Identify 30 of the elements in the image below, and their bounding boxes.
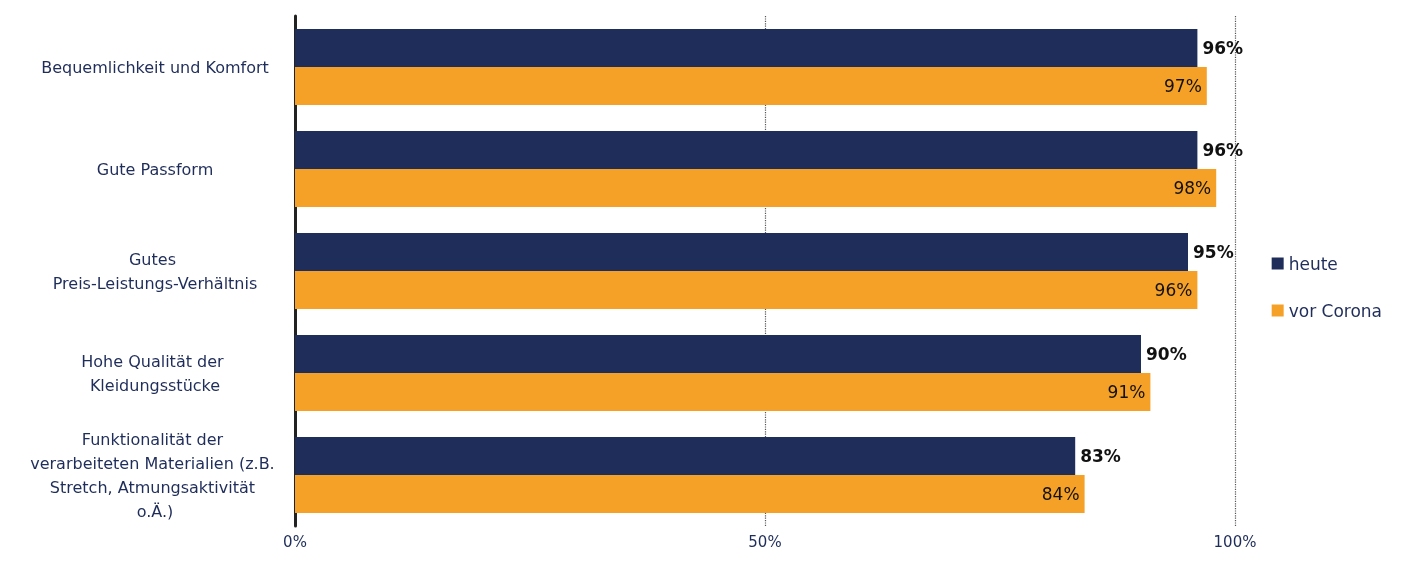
data-label: 98%: [1173, 178, 1212, 198]
y-tick-label: Funktionalität der verarbeiteten Materialien (z.B. Stretch, Atmungsaktivität o.Ä.): [30, 429, 280, 521]
data-label: 83%: [1080, 446, 1121, 466]
bar: [295, 29, 1198, 67]
x-tick-label: 100%: [1213, 532, 1257, 551]
data-label: 96%: [1154, 280, 1193, 300]
y-tick-label: Gutes Preis-Leistungs-Verhältnis: [52, 249, 258, 293]
bar: [295, 335, 1141, 373]
bar: [295, 67, 1207, 105]
legend-label: vor Corona: [1288, 300, 1383, 321]
data-label: 90%: [1146, 344, 1187, 364]
data-label: 97%: [1164, 76, 1202, 96]
bar: [295, 169, 1217, 207]
data-label: 95%: [1193, 242, 1234, 262]
bar: [295, 233, 1188, 271]
bar: [295, 271, 1198, 309]
data-label: 96%: [1202, 38, 1244, 58]
data-label: 84%: [1041, 484, 1080, 504]
y-tick-label: Bequemlichkeit und Komfort: [41, 57, 269, 77]
bar: [295, 373, 1151, 411]
bar: [295, 475, 1085, 513]
y-tick-label: Gute Passform: [96, 159, 214, 179]
x-tick-label: 50%: [748, 532, 782, 551]
data-label: 91%: [1107, 382, 1146, 402]
data-label: 96%: [1202, 140, 1244, 160]
y-tick-label: Hohe Qualität der Kleidungsstücke: [81, 351, 229, 395]
legend-label: heute: [1288, 253, 1338, 274]
bar: [295, 131, 1198, 169]
x-tick-label: 0%: [283, 532, 307, 551]
bar: [295, 437, 1076, 475]
